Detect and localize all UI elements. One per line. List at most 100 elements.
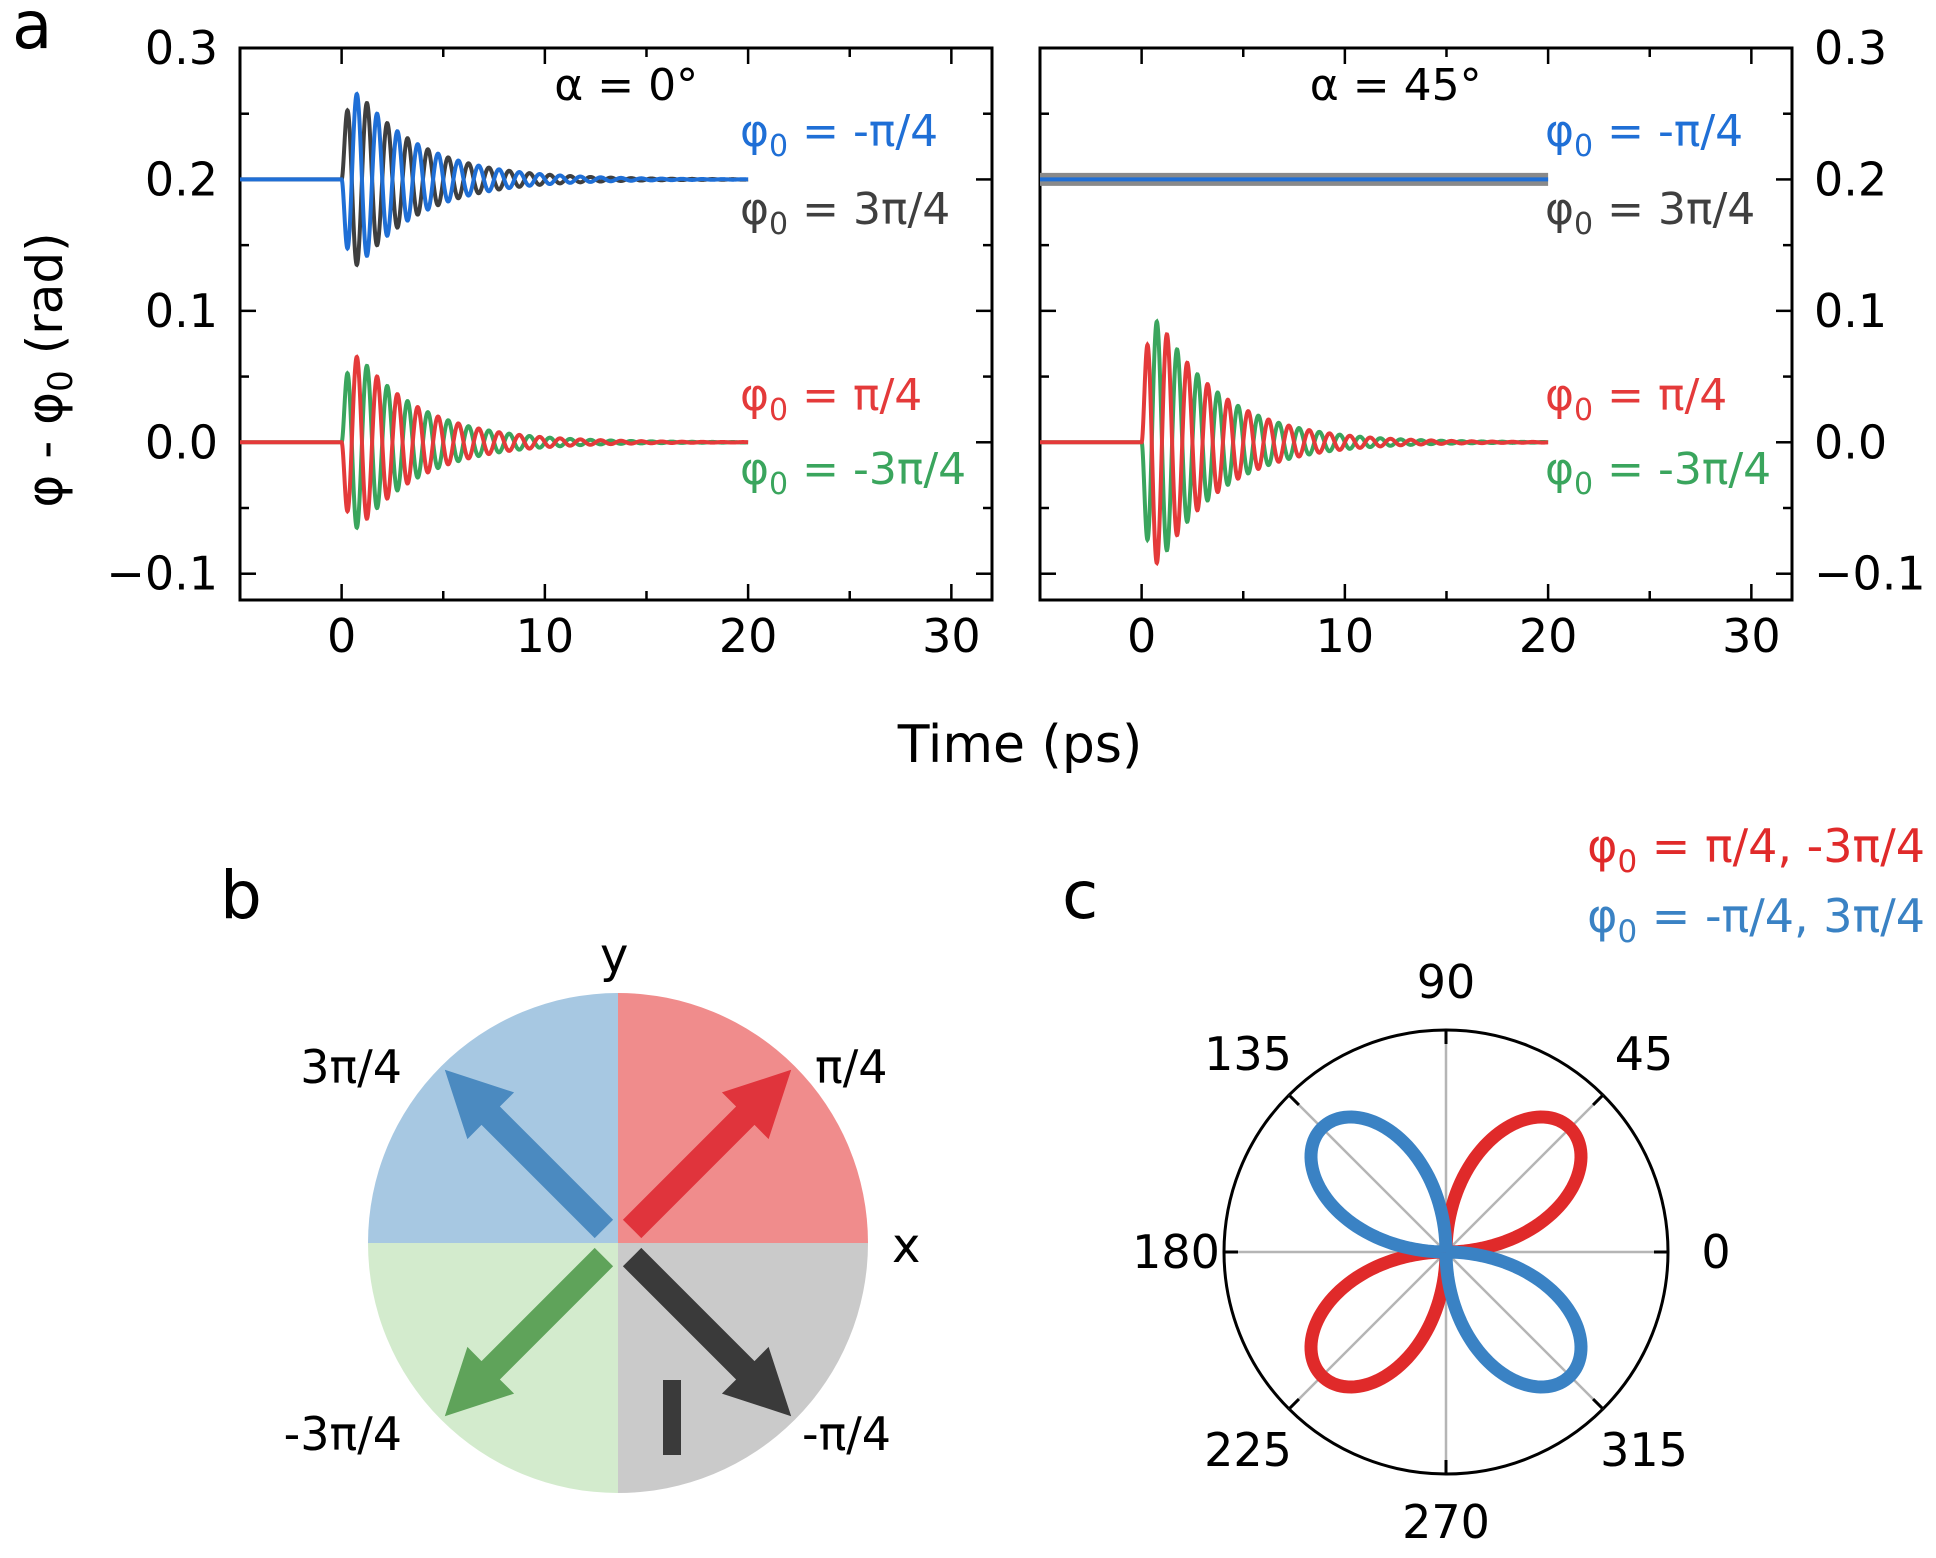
polar-legend-blue-sub: 0: [1617, 914, 1637, 950]
y-tick-label: 0.1: [1814, 284, 1887, 338]
polar-tick-label: 45: [1615, 1027, 1674, 1081]
polar-gridline: [1288, 1094, 1447, 1253]
legend-label-blue-base: φ: [1545, 106, 1574, 157]
legend-label-red-rest: = π/4: [788, 370, 922, 421]
y-tick-label: −0.1: [1814, 547, 1926, 601]
arrow-label: -3π/4: [284, 1407, 402, 1461]
legend-label-red-sub: 0: [1574, 393, 1593, 428]
legend-label-red-sub: 0: [769, 393, 788, 428]
legend-label-black-sub: 0: [769, 207, 788, 242]
polar-tick: [1287, 1093, 1300, 1106]
legend-label-blue-sub: 0: [1574, 129, 1593, 164]
y-tick-label: 0.3: [145, 21, 218, 75]
legend-label-green-rest: = -3π/4: [1593, 444, 1771, 495]
y-tick-label: 0.2: [145, 152, 218, 206]
polar-tick-label: 0: [1701, 1225, 1730, 1279]
polar-legend-red-base: φ: [1587, 819, 1617, 873]
polar-tick-label: 180: [1132, 1225, 1220, 1279]
y-tick-label: 0.2: [1814, 152, 1887, 206]
polar-gridline: [1288, 1251, 1447, 1410]
axis-label-x: x: [892, 1218, 920, 1274]
series-line-red: [1040, 332, 1549, 567]
plot-frame: [1038, 46, 1794, 602]
polar-tick-label: 225: [1204, 1423, 1292, 1477]
y-axis-label-sub: 0: [41, 370, 81, 392]
y-tick-label: −0.1: [106, 547, 218, 601]
legend-label-black-base: φ: [1545, 184, 1574, 235]
marker-bar: [663, 1380, 681, 1455]
arrow-arrow_blue: [444, 1069, 614, 1239]
polar-tick-label: 270: [1402, 1495, 1490, 1549]
polar-legend-blue-rest: = -π/4, 3π/4: [1637, 889, 1925, 943]
legend-label-red: φ0 = π/4: [1545, 370, 1727, 428]
panel-a-left-plot: 0 10 20 30−0.10.00.10.20.3α = 0°φ0 = 3π/4φ0…: [106, 21, 994, 663]
legend-label-red-base: φ: [740, 370, 769, 421]
legend-label-red: φ0 = π/4: [740, 370, 922, 428]
legend-label-black: φ0 = 3π/4: [740, 184, 950, 242]
plot-frame: [238, 46, 994, 602]
polar-lobe-polar_red: [1304, 1245, 1453, 1394]
legend-label-black-base: φ: [740, 184, 769, 235]
polar-legend-blue: φ0 = -π/4, 3π/4: [1587, 889, 1925, 950]
y-tick-label: 0.0: [145, 415, 218, 469]
plot-title: α = 0°: [554, 60, 698, 111]
legend-label-black-rest: = 3π/4: [788, 184, 950, 235]
x-tick-label: 0: [1127, 609, 1156, 663]
polar-legend-red-sub: 0: [1617, 844, 1637, 880]
polar-tick-label: 135: [1204, 1027, 1292, 1081]
polar-legend-blue-base: φ: [1587, 889, 1617, 943]
legend-label-red-rest: = π/4: [1593, 370, 1727, 421]
y-tick-label: 0.0: [1814, 415, 1887, 469]
legend-label-green-base: φ: [740, 444, 769, 495]
x-tick-label: 10: [1316, 609, 1375, 663]
arrow-label: π/4: [815, 1040, 887, 1094]
legend-label-green-base: φ: [1545, 444, 1574, 495]
legend-label-blue-rest: = -π/4: [1593, 106, 1743, 157]
polar-legend-red-rest: = π/4, -3π/4: [1637, 819, 1925, 873]
series-line-blue: [240, 91, 749, 258]
polar-gridline: [1445, 1094, 1604, 1253]
y-axis-label: φ - φ0 (rad): [16, 232, 81, 507]
legend-label-black-rest: = 3π/4: [1593, 184, 1755, 235]
legend-label-green-sub: 0: [1574, 467, 1593, 502]
legend-label-blue: φ0 = -π/4: [1545, 106, 1743, 164]
axis-label-y: y: [600, 928, 628, 984]
polar-tick: [1287, 1398, 1300, 1411]
panel-label-a: a: [12, 0, 52, 64]
panel-b-diagram: x y π/4 3π/4 -3π/4 -π/4: [284, 928, 920, 1493]
legend-label-green: φ0 = -3π/4: [1545, 444, 1771, 502]
legend-label-green: φ0 = -3π/4: [740, 444, 966, 502]
polar-legend-red: φ0 = π/4, -3π/4: [1587, 819, 1925, 880]
legend-label-blue-sub: 0: [769, 129, 788, 164]
arrow-arrow_dark: [622, 1247, 792, 1417]
legend-label-green-rest: = -3π/4: [788, 444, 966, 495]
x-axis-label: Time (ps): [897, 715, 1142, 775]
x-tick-label: 30: [1722, 609, 1781, 663]
polar-tick: [1592, 1398, 1605, 1411]
panel-a-right-plot: 0 10 20 30−0.10.00.10.20.3α = 45°φ0 = 3π/4φ…: [1038, 21, 1926, 663]
legend-label-black: φ0 = 3π/4: [1545, 184, 1755, 242]
polar-lobe-polar_blue: [1439, 1245, 1588, 1394]
y-tick-label: 0.1: [145, 284, 218, 338]
polar-gridline: [1445, 1251, 1604, 1410]
polar-tick-label: 315: [1600, 1423, 1688, 1477]
x-tick-label: 10: [516, 609, 575, 663]
x-tick-label: 20: [1519, 609, 1578, 663]
y-axis-label-base: φ - φ: [16, 392, 74, 508]
series-line-red: [240, 354, 749, 521]
polar-lobe-polar_blue: [1304, 1110, 1453, 1259]
x-tick-label: 20: [719, 609, 778, 663]
arrow-arrow_red: [622, 1069, 792, 1239]
legend-label-blue-rest: = -π/4: [788, 106, 938, 157]
panel-label-c: c: [1062, 857, 1098, 934]
x-tick-label: 0: [327, 609, 356, 663]
polar-lobe-polar_red: [1439, 1110, 1588, 1259]
polar-tick-label: 90: [1417, 955, 1476, 1009]
arrow-arrow_green: [444, 1247, 614, 1417]
polar-tick: [1592, 1093, 1605, 1106]
panel-label-b: b: [220, 857, 262, 934]
plot-title: α = 45°: [1310, 60, 1482, 111]
y-axis-label-rest: (rad): [16, 232, 74, 370]
